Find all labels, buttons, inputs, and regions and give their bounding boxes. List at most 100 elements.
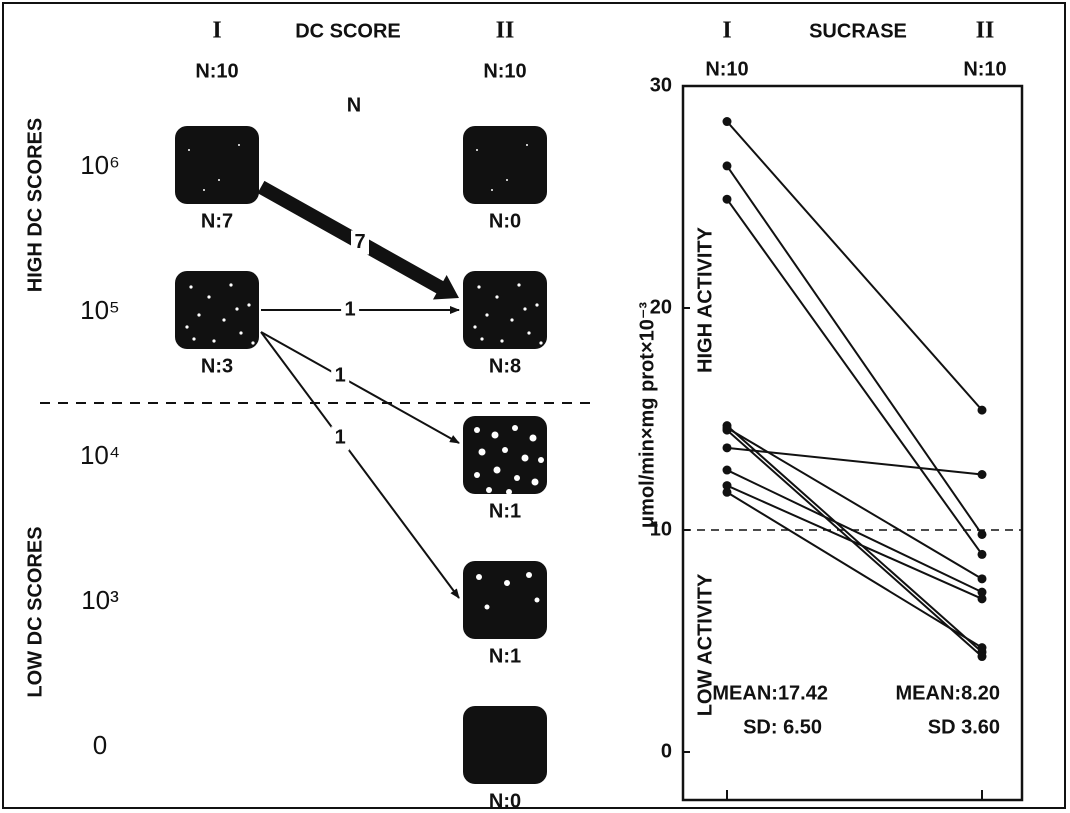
box-n-label: N:7 — [201, 210, 233, 232]
n-label: N:10 — [705, 58, 748, 80]
box-texture — [473, 325, 476, 328]
box-texture — [185, 325, 188, 328]
column-header: I — [212, 18, 221, 44]
box-texture — [523, 307, 526, 310]
pair-line — [727, 448, 982, 475]
score-box — [463, 271, 547, 349]
box-texture — [251, 341, 254, 344]
column-header: II — [496, 18, 515, 44]
box-texture — [476, 574, 482, 580]
box-n-label: N:1 — [489, 645, 521, 667]
data-point — [723, 488, 732, 497]
box-texture — [494, 467, 501, 474]
data-point — [978, 594, 987, 603]
box-texture — [530, 435, 537, 442]
pair-line — [727, 166, 982, 535]
row-label: 10³ — [81, 585, 119, 615]
score-box — [463, 561, 547, 639]
data-point — [978, 643, 987, 652]
y-tick-label: 0 — [661, 740, 672, 762]
box-texture — [486, 487, 492, 493]
box-texture — [238, 144, 240, 146]
box-n-label: N:0 — [489, 790, 521, 812]
box-texture — [247, 303, 250, 306]
box-n-label: N:1 — [489, 500, 521, 522]
box-texture — [188, 149, 190, 151]
flow-arrow — [261, 332, 459, 598]
box-texture — [477, 285, 480, 288]
box-texture — [485, 313, 488, 316]
box-texture — [526, 572, 532, 578]
data-point — [978, 406, 987, 415]
box-texture — [491, 189, 493, 191]
row-label: 0 — [93, 730, 107, 760]
chart-title: SUCRASE — [809, 20, 907, 42]
box-texture — [532, 479, 539, 486]
box-texture — [506, 179, 508, 181]
box-texture — [506, 489, 512, 495]
y-axis-label: μmol/min×mg prot×10⁻³ — [636, 302, 658, 529]
group-label: HIGH DC SCORES — [24, 118, 46, 292]
box-texture — [504, 580, 510, 586]
box-texture — [229, 283, 232, 286]
pair-line — [727, 470, 982, 592]
stat-label: MEAN:8.20 — [896, 682, 1000, 704]
box-texture — [239, 331, 242, 334]
figure: I DC SCORE II N:10 N:10 N HIGH DC SCORES… — [0, 0, 1070, 813]
flow-count: 1 — [345, 298, 356, 320]
box-texture — [538, 457, 544, 463]
row-label: 10⁵ — [80, 295, 120, 325]
box-texture — [189, 285, 192, 288]
flow-count: 7 — [354, 231, 365, 253]
y-tick-label: 10 — [650, 518, 672, 540]
box-texture — [539, 341, 542, 344]
column-n: N:10 — [483, 60, 526, 82]
box-texture — [502, 447, 508, 453]
group-label: LOW DC SCORES — [24, 526, 46, 697]
n-label: N — [347, 94, 361, 116]
box-texture — [479, 449, 486, 456]
box-texture — [480, 337, 483, 340]
box-texture — [197, 313, 200, 316]
box-texture — [485, 605, 490, 610]
n-label: N:10 — [963, 58, 1006, 80]
annotation: HIGH ACTIVITY — [694, 226, 716, 373]
box-texture — [203, 189, 205, 191]
box-texture — [207, 295, 210, 298]
data-point — [723, 195, 732, 204]
box-texture — [222, 318, 225, 321]
row-label: 10⁶ — [80, 150, 120, 180]
data-point — [978, 470, 987, 479]
box-texture — [500, 339, 503, 342]
data-point — [978, 652, 987, 661]
box-texture — [218, 179, 220, 181]
box-texture — [517, 283, 520, 286]
box-texture — [474, 472, 480, 478]
pair-line — [727, 199, 982, 554]
box-texture — [235, 307, 238, 310]
score-box — [463, 706, 547, 784]
box-texture — [522, 455, 529, 462]
stat-label: SD: 6.50 — [743, 716, 822, 738]
box-texture — [512, 425, 518, 431]
data-point — [723, 161, 732, 170]
score-box — [463, 126, 547, 204]
box-texture — [212, 339, 215, 342]
pair-line — [727, 492, 982, 647]
data-point — [723, 117, 732, 126]
column-n: N:10 — [195, 60, 238, 82]
x-tick-label: II — [976, 18, 995, 44]
stat-label: MEAN:17.42 — [712, 682, 828, 704]
data-point — [723, 466, 732, 475]
box-texture — [510, 318, 513, 321]
y-tick-label: 30 — [650, 74, 672, 96]
box-n-label: N:8 — [489, 355, 521, 377]
box-n-label: N:0 — [489, 210, 521, 232]
data-point — [978, 550, 987, 559]
box-texture — [527, 331, 530, 334]
box-texture — [474, 427, 480, 433]
y-tick-label: 20 — [650, 296, 672, 318]
data-point — [978, 530, 987, 539]
box-texture — [535, 303, 538, 306]
flow-count: 1 — [335, 365, 346, 387]
